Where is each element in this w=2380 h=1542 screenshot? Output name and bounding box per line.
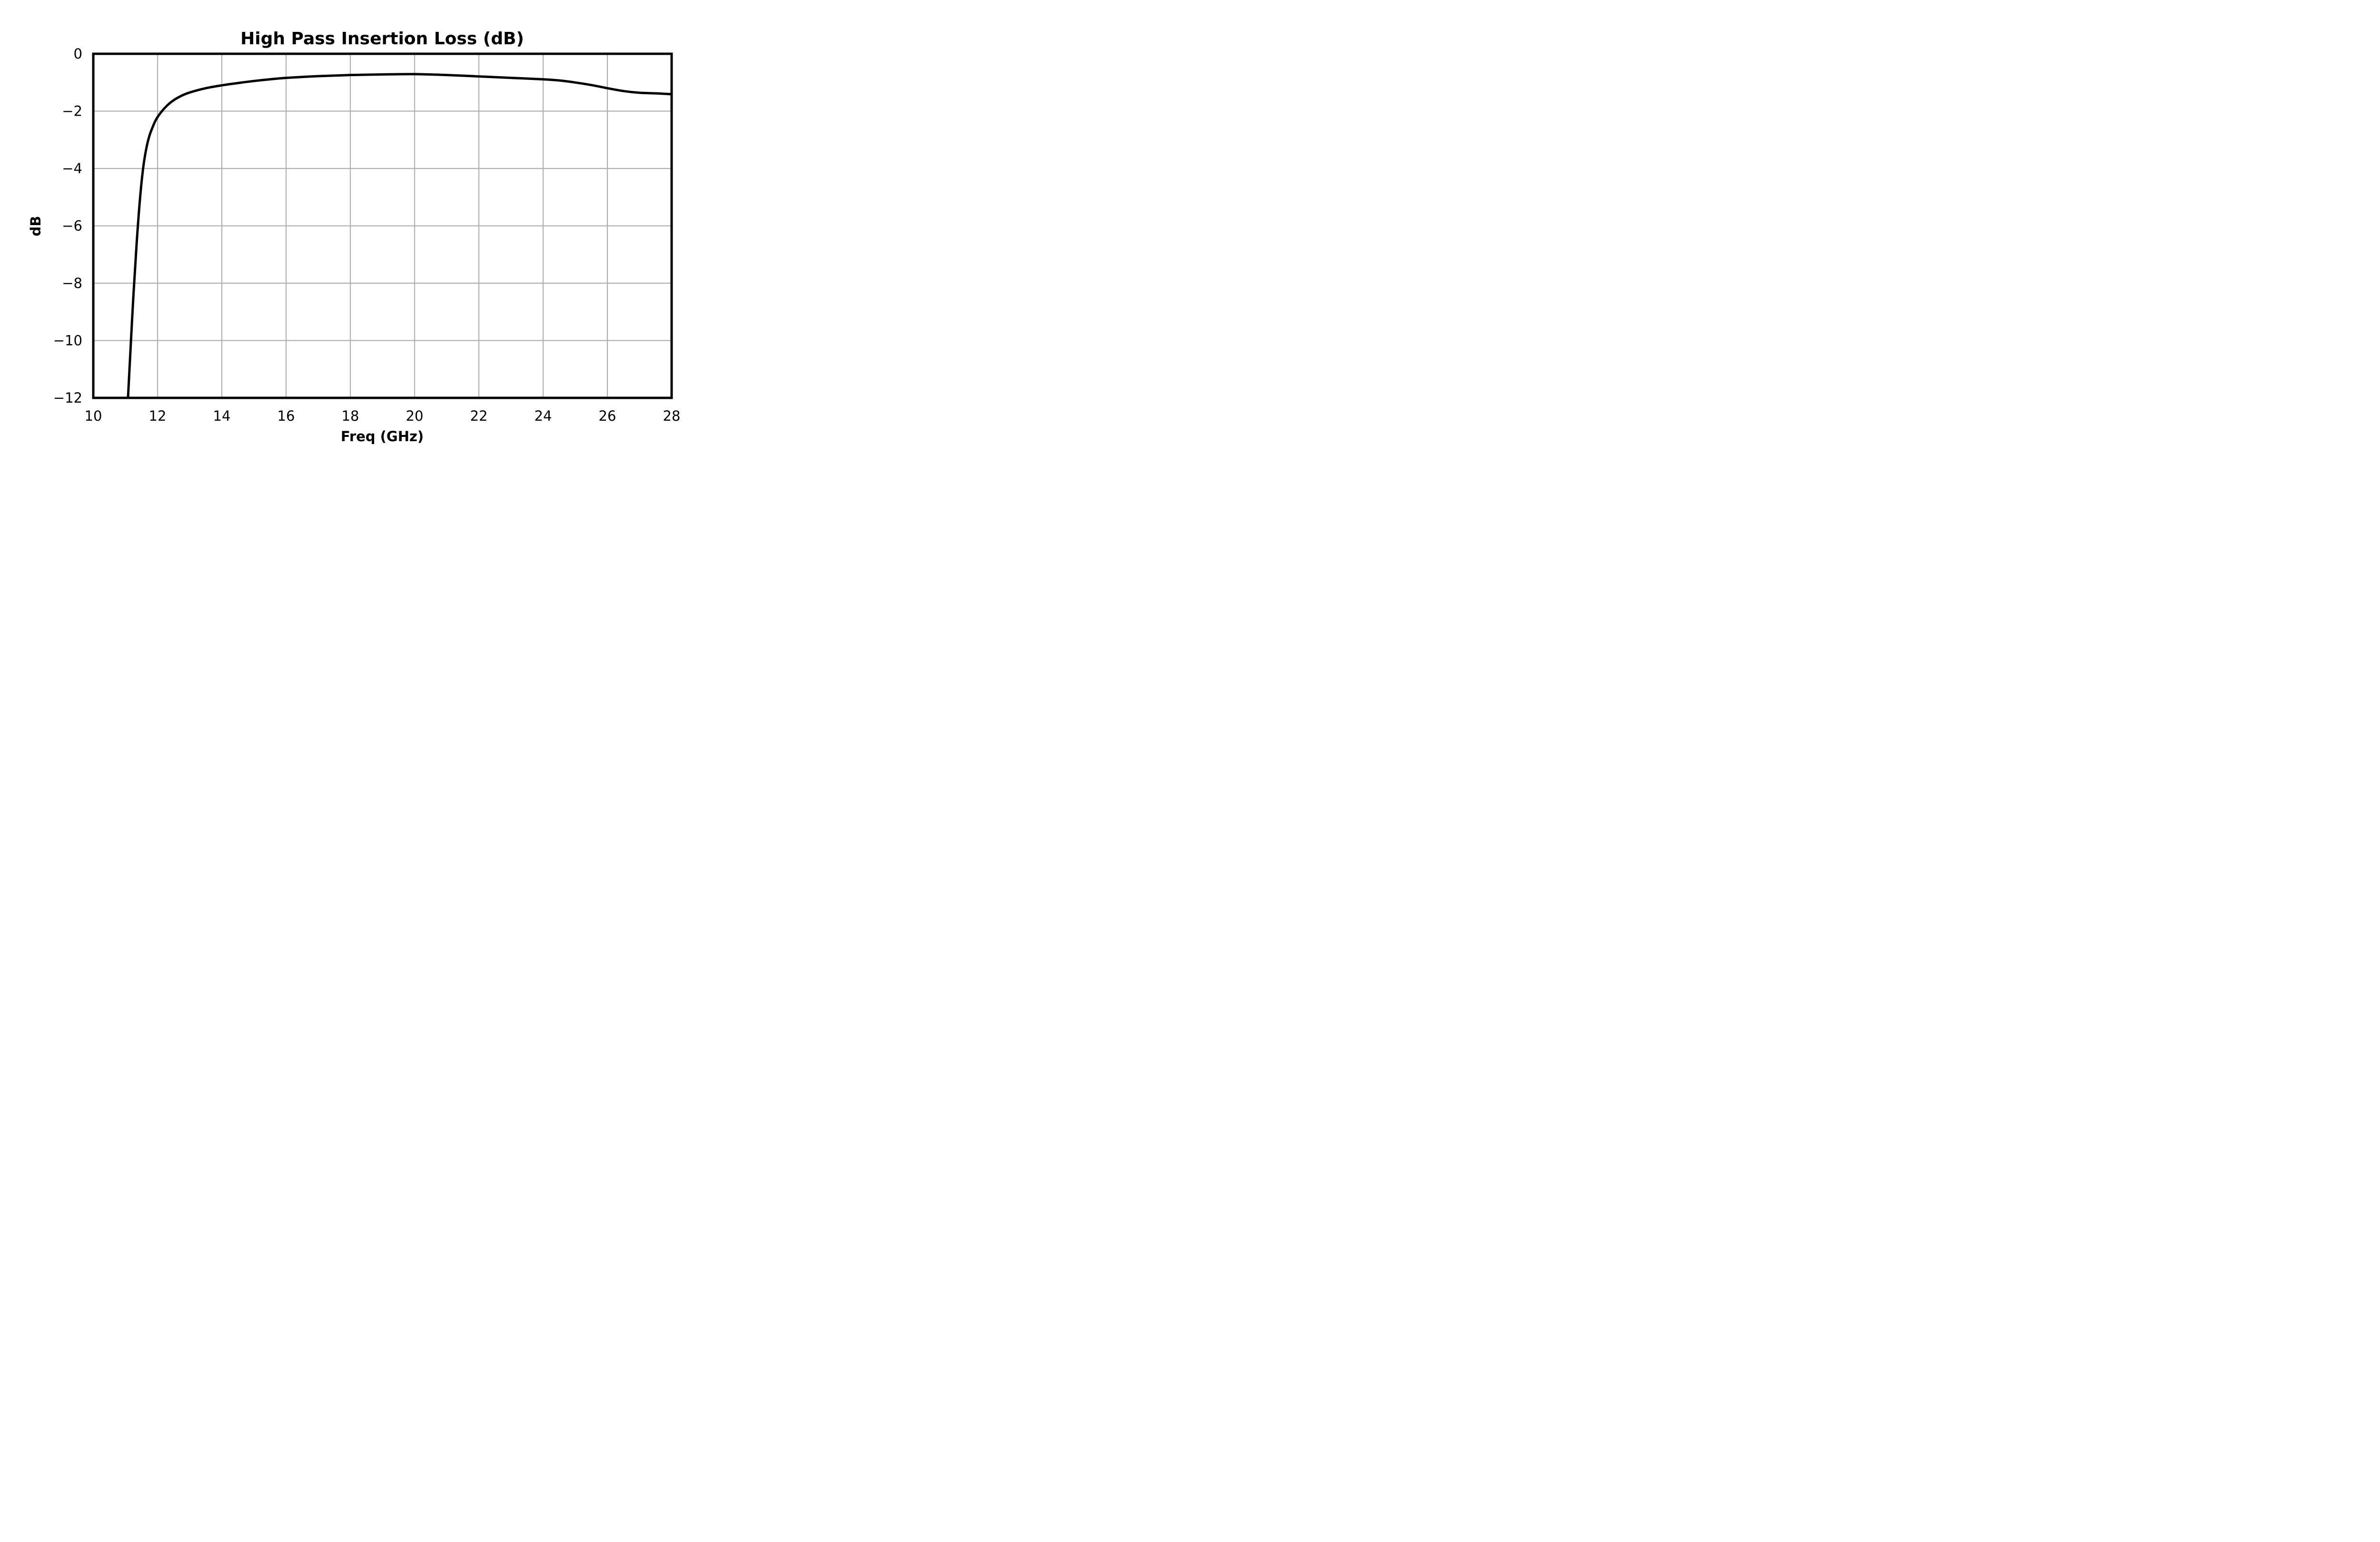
plot-frame [92, 52, 673, 399]
y-tick-label: −4 [62, 160, 82, 177]
x-axis-label: Freq (GHz) [341, 428, 424, 445]
x-tick-label: 18 [342, 408, 359, 424]
x-tick-labels: 10 12 14 16 18 20 22 24 26 28 [85, 408, 681, 424]
grid-lines [93, 54, 672, 398]
y-tick-label: −6 [62, 218, 82, 234]
y-tick-label: −10 [53, 333, 82, 349]
x-tick-label: 24 [535, 408, 552, 424]
x-tick-label: 10 [85, 408, 102, 424]
x-tick-label: 22 [470, 408, 488, 424]
x-tick-label: 26 [599, 408, 616, 424]
x-tick-label: 12 [149, 408, 167, 424]
x-tick-label: 28 [663, 408, 681, 424]
y-tick-labels: 0 −2 −4 −6 −8 −10 −12 [53, 46, 82, 406]
y-tick-label: −8 [62, 275, 82, 291]
x-tick-label: 16 [278, 408, 295, 424]
x-tick-label: 14 [213, 408, 231, 424]
y-tick-label: 0 [74, 46, 82, 62]
x-tick-label: 20 [406, 408, 424, 424]
chart: 10 12 14 16 18 20 22 24 26 28 0 −2 −4 −6 −8 −10 −12 Hig… [28, 29, 681, 445]
chart-title: High Pass Insertion Loss (dB) [240, 29, 524, 49]
y-tick-label: −12 [53, 390, 82, 406]
series-line [127, 73, 672, 398]
y-axis-label: dB [28, 216, 44, 237]
y-tick-label: −2 [62, 103, 82, 119]
